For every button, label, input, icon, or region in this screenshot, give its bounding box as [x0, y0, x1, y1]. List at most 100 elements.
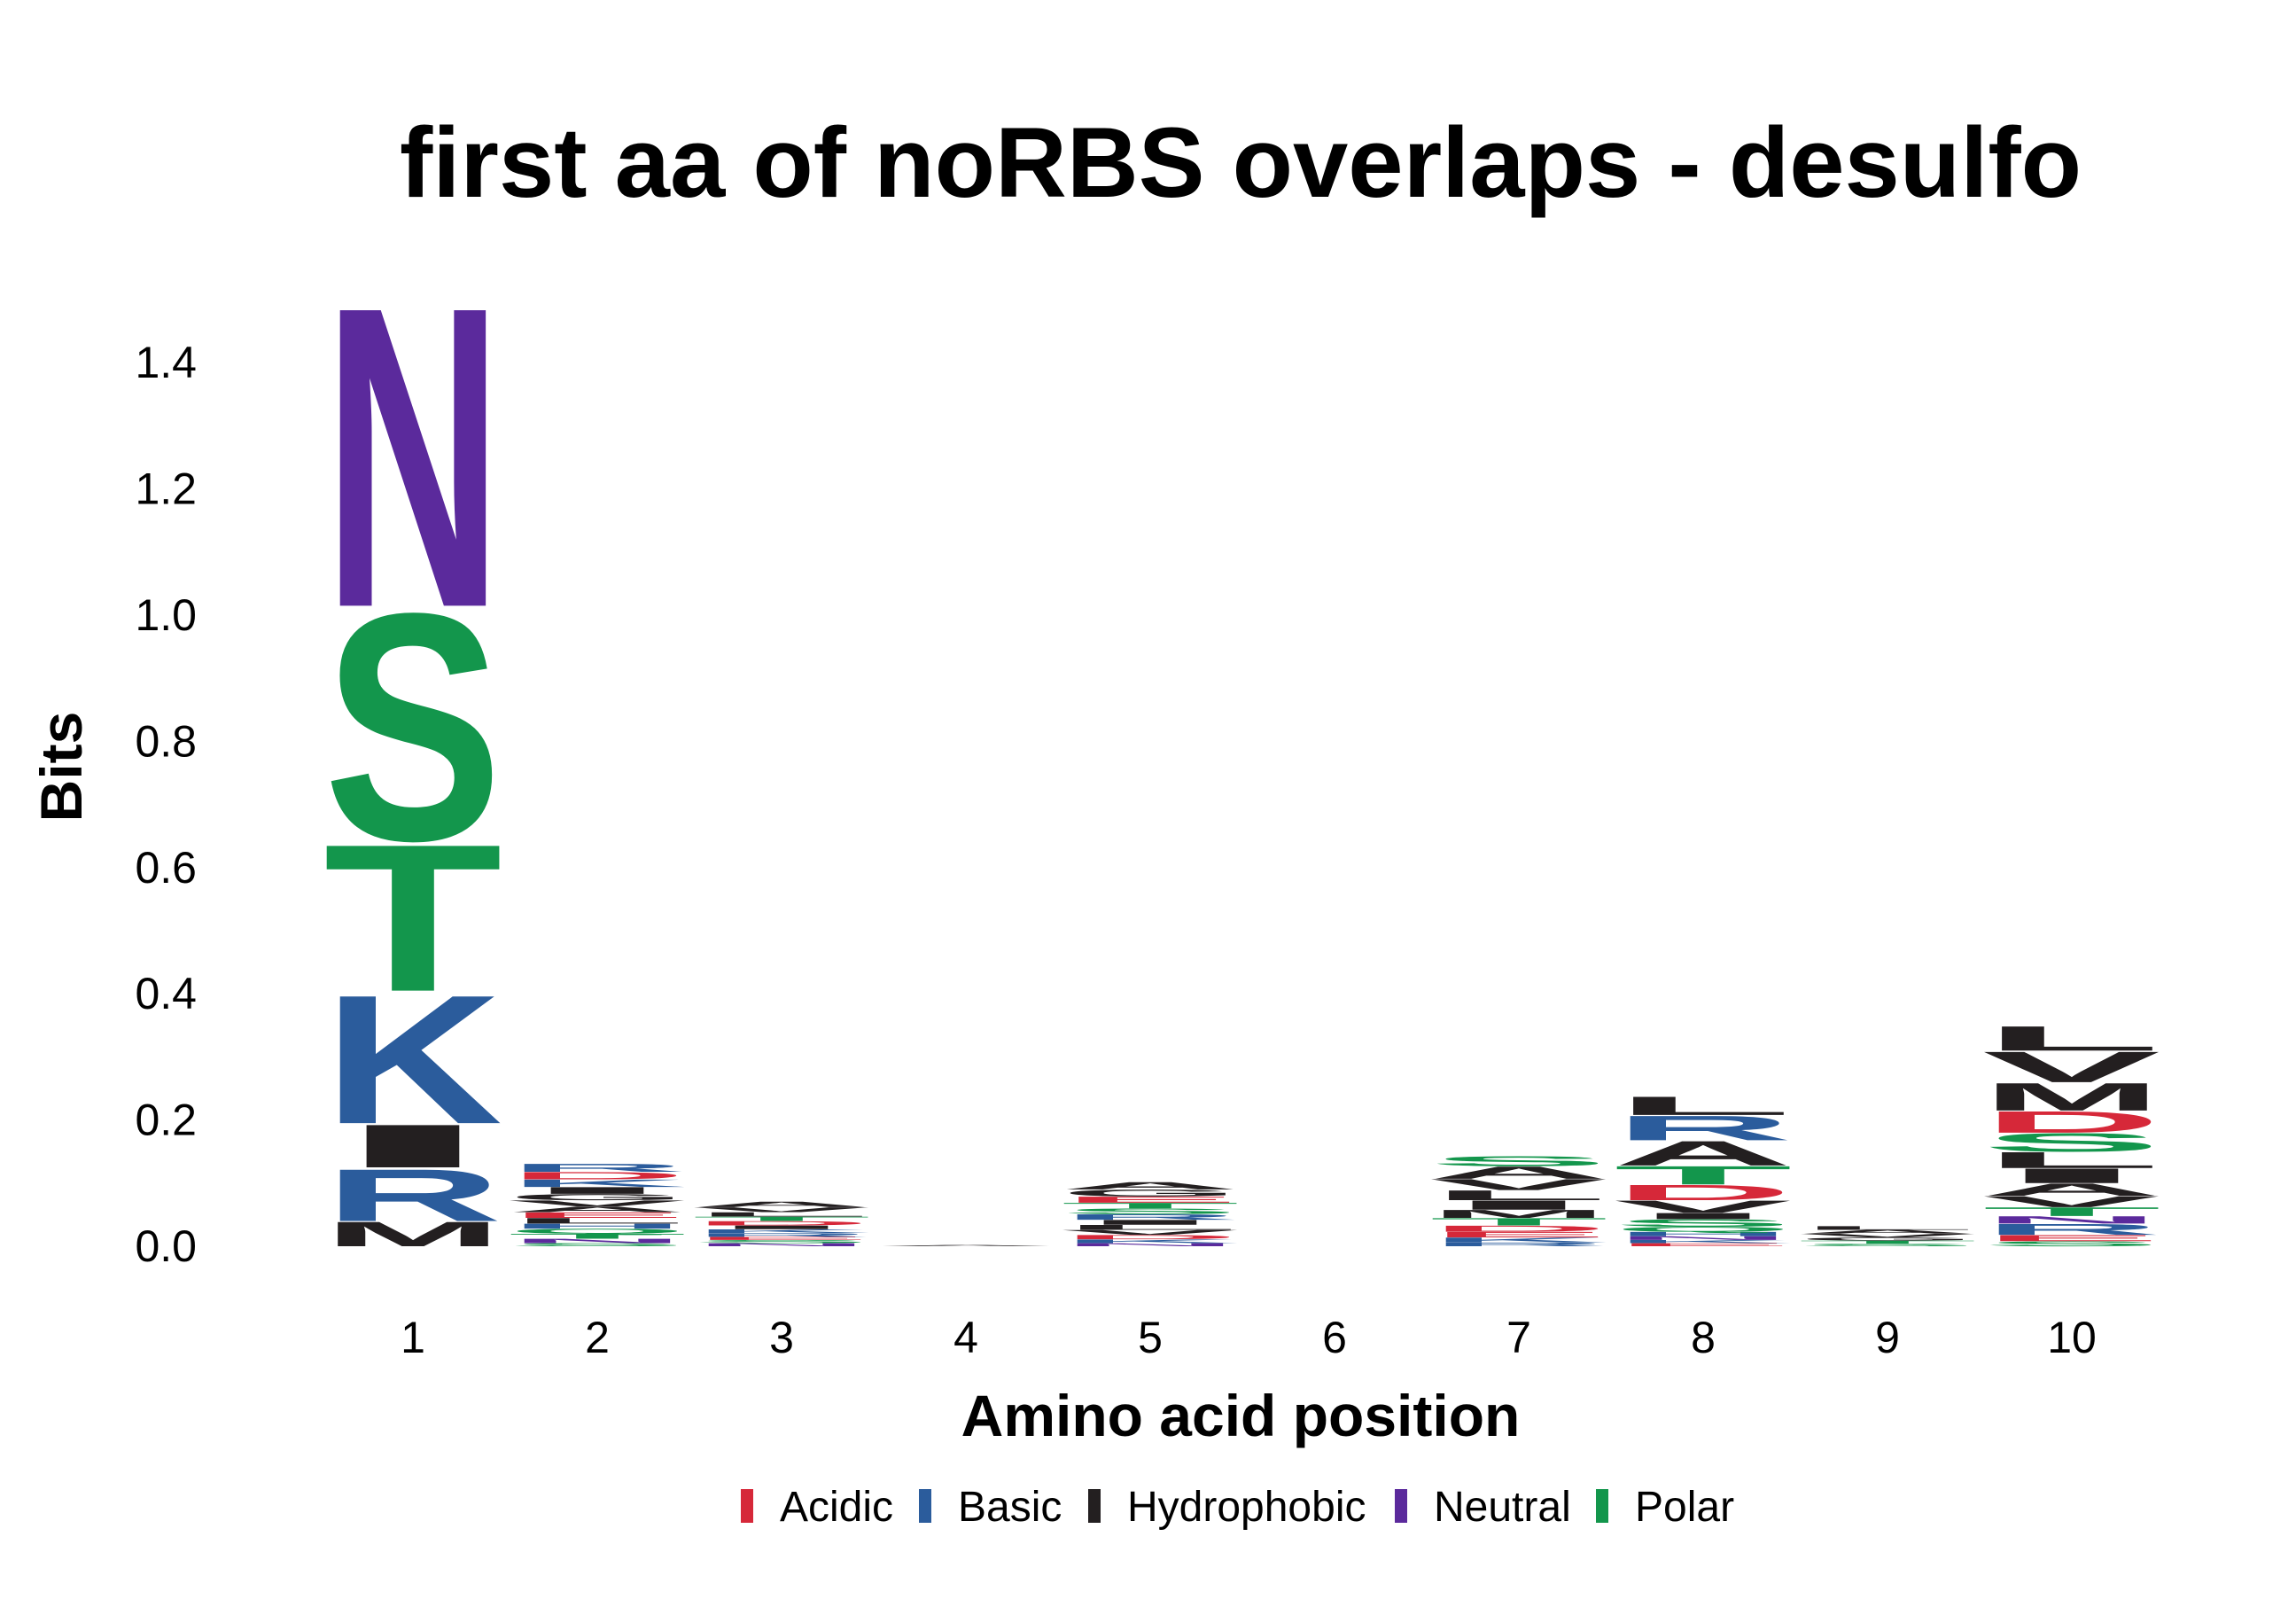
logo-letter: R — [508, 1161, 687, 1174]
logo-letter: V — [692, 1205, 870, 1213]
logo-letter: V — [1061, 1228, 1239, 1236]
legend-label: Hydrophobic — [1127, 1484, 1366, 1531]
logo-letter: S — [323, 547, 502, 909]
x-tick-label: 5 — [1138, 1313, 1163, 1362]
logo-letter: A — [692, 1200, 871, 1209]
logo-letter: A — [1798, 1228, 1977, 1235]
logo-letter: S — [1061, 1207, 1240, 1216]
x-tick-label: 3 — [769, 1313, 794, 1362]
logo-letter: E — [692, 1236, 871, 1241]
y-axis: 0.0 0.2 0.4 0.6 0.8 1.0 1.2 1.4 — [135, 338, 197, 1271]
x-tick-label: 10 — [2047, 1313, 2097, 1362]
legend-swatch — [919, 1489, 931, 1523]
logo-letter: R — [1061, 1213, 1240, 1221]
logo-letter: N — [1061, 1243, 1240, 1248]
logo-letter: S — [1429, 1153, 1608, 1169]
logo-letter: K — [323, 957, 502, 1163]
logo-letter: G — [1061, 1188, 1240, 1198]
legend-item: Acidic — [741, 1484, 893, 1531]
logo-letter: S — [1982, 1127, 2161, 1157]
logo-letter: K — [1614, 1239, 1793, 1244]
legend-swatch — [741, 1489, 753, 1523]
logo-letter: N — [1982, 1214, 2161, 1226]
logo-letter: S — [1798, 1243, 1977, 1246]
chart-title: first aa of noRBS overlaps - desulfo — [400, 107, 2082, 218]
logo-letter: D — [508, 1170, 687, 1182]
logo-letter: A — [1614, 1134, 1793, 1173]
y-tick-label: 0.2 — [135, 1096, 197, 1145]
logo-letter: D — [692, 1220, 871, 1227]
x-tick-label: 4 — [953, 1313, 978, 1362]
y-tick-label: 1.4 — [135, 338, 197, 387]
logo-letter: L — [1982, 1147, 2161, 1173]
legend-item: Neutral — [1395, 1484, 1571, 1531]
logo-letter: V — [1429, 1176, 1607, 1194]
y-tick-label: 0.8 — [135, 716, 197, 766]
y-tick-label: 0.0 — [135, 1221, 197, 1271]
logo-letter: T — [692, 1215, 871, 1222]
logo-letter: K — [508, 1177, 687, 1189]
logo-letter: D — [1614, 1181, 1793, 1205]
logo-letter: D — [1061, 1234, 1240, 1241]
x-tick-label: 2 — [585, 1313, 610, 1362]
y-tick-label: 1.2 — [135, 464, 197, 514]
legend-swatch — [1395, 1489, 1407, 1523]
logo-letter: V — [1982, 1193, 2160, 1211]
logo-letter: A — [1061, 1180, 1240, 1191]
legend-swatch — [1596, 1489, 1608, 1523]
logo-letter: N — [1614, 1236, 1793, 1242]
legend: Acidic Basic Hydrophobic Neutral Polar — [741, 1484, 1734, 1531]
logo-letter: R — [1614, 1109, 1793, 1148]
logo-letter: N — [692, 1243, 871, 1248]
logo-letter: E — [1429, 1230, 1608, 1239]
logo-letter: G — [1798, 1236, 1977, 1242]
logo-letter: V — [1614, 1197, 1792, 1216]
x-axis-label: Amino acid position — [961, 1383, 1521, 1448]
y-axis-label: Bits — [28, 712, 94, 823]
logo-letter: M — [1982, 1075, 2161, 1119]
legend-label: Neutral — [1434, 1484, 1571, 1531]
logo-letter: T — [1982, 1205, 2161, 1219]
logo-letter: I — [508, 1185, 687, 1196]
logo-letter: L — [1982, 1018, 2161, 1057]
legend-label: Polar — [1635, 1484, 1734, 1531]
logo-letter: K — [692, 1228, 871, 1235]
logo-letter: N — [323, 217, 502, 697]
logo-letter: I — [323, 1112, 502, 1181]
logo-letter: M — [323, 1214, 502, 1253]
logo-letter: R — [1982, 1221, 2161, 1238]
logo-letter: A — [876, 1244, 1055, 1246]
legend-item: Polar — [1596, 1484, 1734, 1531]
logo-letter: L — [1614, 1091, 1793, 1120]
logo-letter: L — [1061, 1223, 1240, 1231]
logo-letter: Q — [1614, 1225, 1793, 1233]
logo-letter: E — [508, 1211, 687, 1220]
logo-letter: T — [1429, 1216, 1608, 1228]
logo-letter: E — [1061, 1195, 1240, 1205]
logo-letter: T — [508, 1232, 687, 1240]
logo-letter: T — [1614, 1160, 1793, 1190]
x-tick-label: 6 — [1322, 1313, 1347, 1362]
logo-letter: I — [1429, 1197, 1608, 1213]
logo-letter: T — [1061, 1201, 1240, 1210]
logo-letter: I — [1614, 1211, 1793, 1221]
logo-letter: E — [1614, 1243, 1793, 1248]
logo-letter: A — [1982, 1180, 2161, 1199]
logo-letter: L — [508, 1216, 687, 1225]
logo-letter: R — [692, 1232, 871, 1238]
legend-swatch — [1088, 1489, 1101, 1523]
logo-letter: L — [1429, 1188, 1608, 1204]
logo-letter: S — [1982, 1240, 2161, 1248]
logo-letter: S — [692, 1239, 871, 1244]
logo-letter: T — [1798, 1240, 1977, 1245]
logo-letter: H — [1614, 1230, 1793, 1237]
logo-stack: A — [876, 1244, 1055, 1246]
legend-label: Basic — [958, 1484, 1062, 1531]
